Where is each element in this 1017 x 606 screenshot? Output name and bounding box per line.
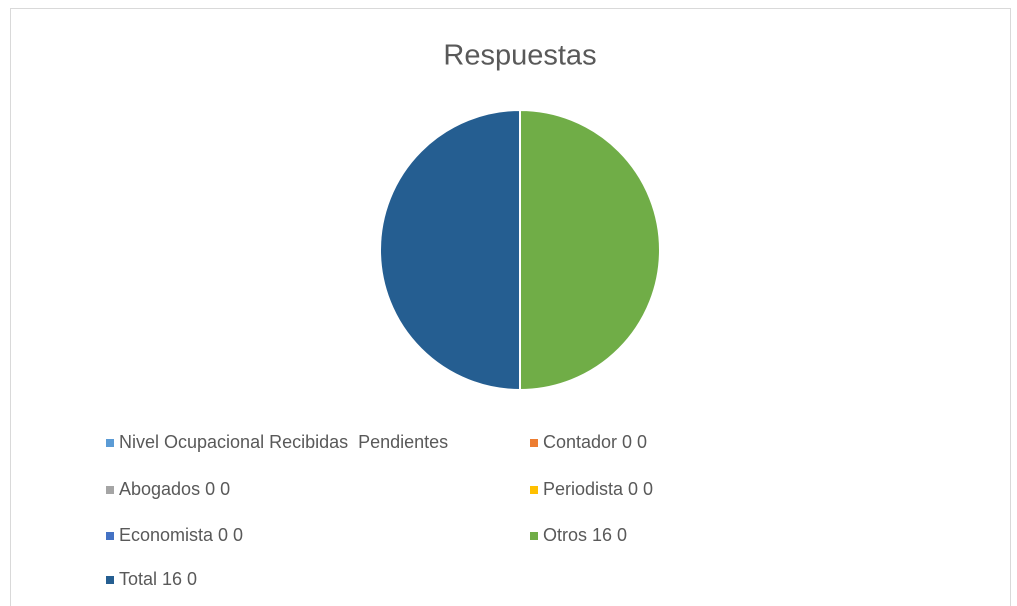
legend-marker	[530, 486, 538, 494]
legend-label: Periodista 0 0	[543, 479, 653, 499]
legend-label: Abogados 0 0	[119, 479, 230, 499]
legend-marker	[106, 486, 114, 494]
legend-marker	[106, 576, 114, 584]
pie-slice	[379, 108, 521, 392]
legend-label: Economista 0 0	[119, 525, 243, 545]
pie-slice	[519, 108, 661, 392]
legend-label: Nivel Ocupacional Recibidas Pendientes	[119, 432, 448, 452]
legend-label: Total 16 0	[119, 569, 197, 589]
chart-title: Respuestas	[443, 40, 596, 72]
legend-marker	[530, 532, 538, 540]
legend-label: Otros 16 0	[543, 525, 627, 545]
legend-marker	[106, 439, 114, 447]
legend-label: Contador 0 0	[543, 432, 647, 452]
legend-marker	[106, 532, 114, 540]
legend-marker	[530, 439, 538, 447]
